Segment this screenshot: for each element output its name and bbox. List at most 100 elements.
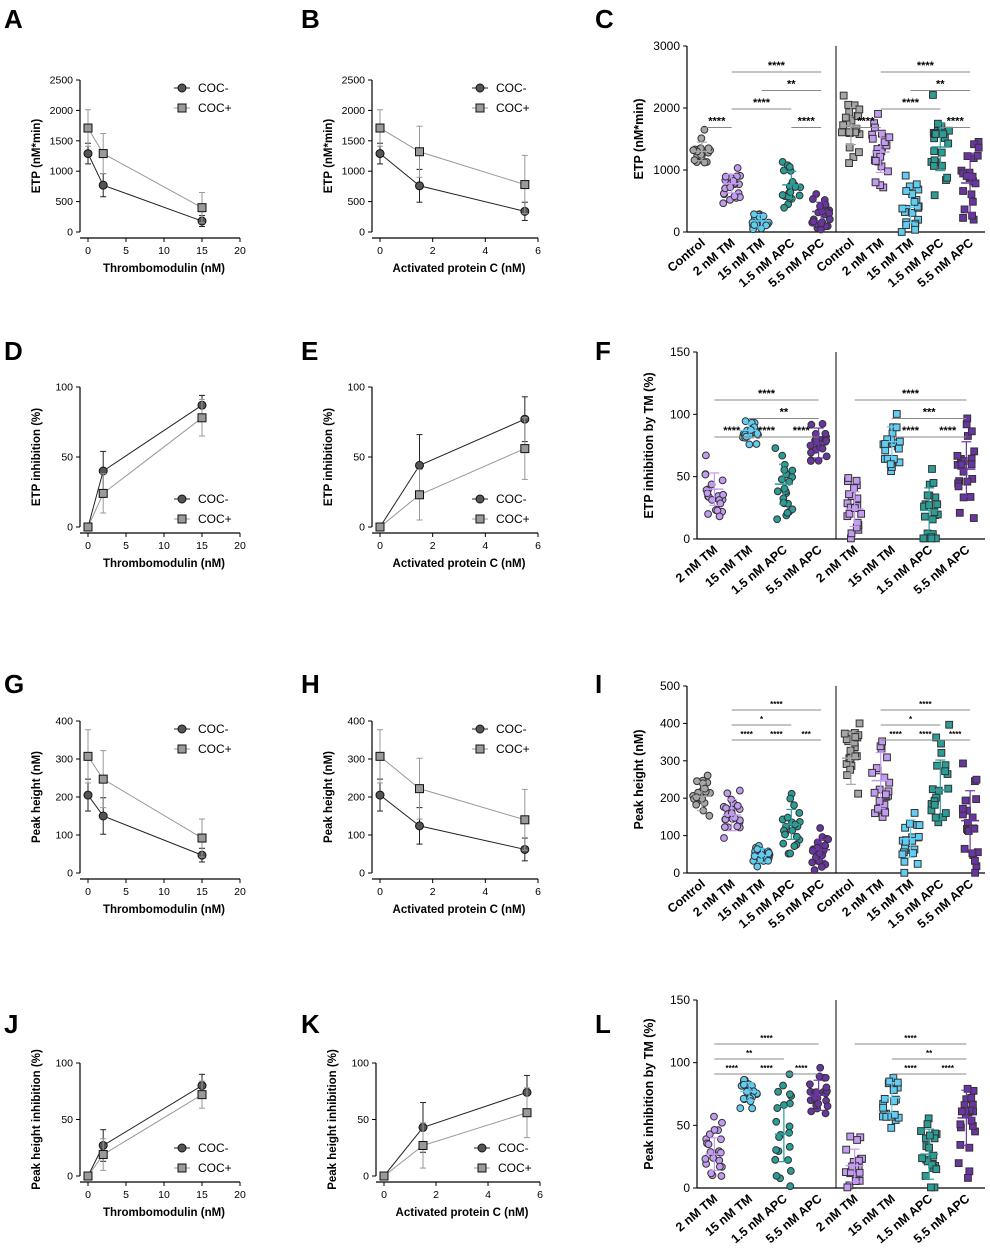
data-point	[701, 1154, 710, 1163]
significance-label: ****	[795, 1064, 808, 1073]
data-point	[786, 1182, 795, 1191]
data-point	[970, 447, 979, 456]
data-point	[967, 460, 976, 469]
data-point	[83, 522, 93, 532]
y-tick-label: 150	[670, 993, 690, 1007]
data-point	[932, 733, 941, 742]
series-line	[87, 404, 203, 528]
data-point	[98, 774, 108, 784]
significance-label: ****	[793, 425, 811, 437]
data-point	[778, 191, 787, 199]
data-point	[972, 775, 981, 784]
significance-label: ****	[902, 425, 920, 437]
x-axis-label: Activated protein C (nM)	[393, 263, 526, 275]
data-point	[914, 832, 923, 841]
panel-label-H: H	[301, 669, 320, 699]
y-tick-label: 100	[351, 1058, 369, 1070]
data-point	[923, 1120, 932, 1129]
data-point	[967, 427, 976, 436]
series-coc-plus	[83, 399, 207, 532]
panel-label-I: I	[595, 669, 602, 699]
data-point	[197, 1090, 207, 1100]
data-point	[790, 801, 798, 810]
data-point	[717, 1172, 726, 1180]
significance-label: ****	[760, 1064, 773, 1073]
data-point	[721, 172, 730, 181]
data-point	[98, 1150, 108, 1160]
data-point	[197, 833, 207, 843]
x-tick-label: 0	[85, 886, 91, 898]
significance-label: ****	[919, 730, 932, 739]
series-coc-plus	[83, 1080, 207, 1181]
data-point	[739, 1094, 748, 1103]
data-point	[716, 1148, 725, 1157]
data-point	[83, 790, 93, 800]
significance-label: ****	[949, 730, 962, 739]
y-tick-label: 1500	[50, 135, 74, 147]
data-point	[889, 1086, 898, 1094]
data-point	[805, 1080, 814, 1089]
data-point	[931, 130, 940, 138]
data-point	[764, 849, 773, 857]
data-point	[816, 1063, 825, 1072]
data-point	[875, 797, 884, 805]
legend-label-coc-plus: COC+	[496, 101, 530, 115]
data-point	[809, 217, 818, 226]
data-point	[785, 1128, 794, 1137]
y-axis-label: Peak height inhibition (%)	[327, 1049, 339, 1190]
data-point	[851, 1177, 860, 1185]
data-point	[897, 228, 906, 236]
x-tick-label: 4	[482, 245, 488, 257]
data-point	[807, 420, 816, 429]
data-point	[927, 534, 936, 543]
significance-label: ****	[723, 425, 741, 437]
series-coc-plus	[375, 729, 530, 851]
data-point	[963, 1084, 972, 1093]
data-point	[700, 125, 709, 134]
legend-label-coc-plus: COC+	[496, 512, 530, 526]
significance-label: ****	[904, 1034, 917, 1043]
data-point	[705, 811, 714, 820]
data-point	[786, 1167, 795, 1175]
data-point	[810, 866, 819, 874]
data-point	[848, 1162, 857, 1171]
data-point	[785, 1122, 794, 1131]
legend-label-coc-minus: COC-	[198, 1141, 229, 1155]
data-point	[925, 1131, 934, 1140]
data-point	[781, 830, 789, 839]
data-point	[772, 1146, 780, 1154]
legend-marker	[177, 494, 187, 504]
y-tick-label: 500	[660, 679, 680, 693]
y-tick-label: 400	[660, 716, 680, 730]
series-coc-minus	[83, 394, 207, 532]
x-tick-label: 10	[158, 886, 170, 898]
panel-label-B: B	[301, 4, 320, 34]
data-point	[795, 191, 804, 200]
x-axis-label: Thrombomodulin (nM)	[103, 558, 225, 570]
data-point	[930, 147, 939, 156]
data-point	[733, 822, 742, 831]
x-tick-label: 2	[430, 886, 436, 898]
data-point	[921, 1172, 930, 1180]
data-point	[717, 1135, 725, 1144]
data-point	[197, 203, 207, 213]
panel-label-D: D	[4, 336, 23, 366]
y-tick-label: 200	[55, 792, 73, 804]
y-tick-label: 50	[357, 1114, 369, 1126]
data-point	[909, 849, 917, 857]
x-tick-label: 15	[196, 1189, 208, 1201]
y-axis-label: Peak inhibition by TM (%)	[642, 1018, 656, 1169]
data-point	[701, 451, 710, 460]
data-point	[773, 1104, 782, 1112]
data-point	[786, 188, 795, 197]
legend-marker	[477, 1163, 487, 1173]
data-point	[853, 518, 862, 527]
series-coc-minus	[375, 142, 530, 221]
x-tick-label: 0	[85, 245, 91, 257]
data-point	[785, 162, 794, 171]
data-point	[745, 440, 754, 449]
data-point	[806, 457, 815, 465]
data-point	[692, 793, 701, 802]
legend-marker	[177, 103, 187, 113]
